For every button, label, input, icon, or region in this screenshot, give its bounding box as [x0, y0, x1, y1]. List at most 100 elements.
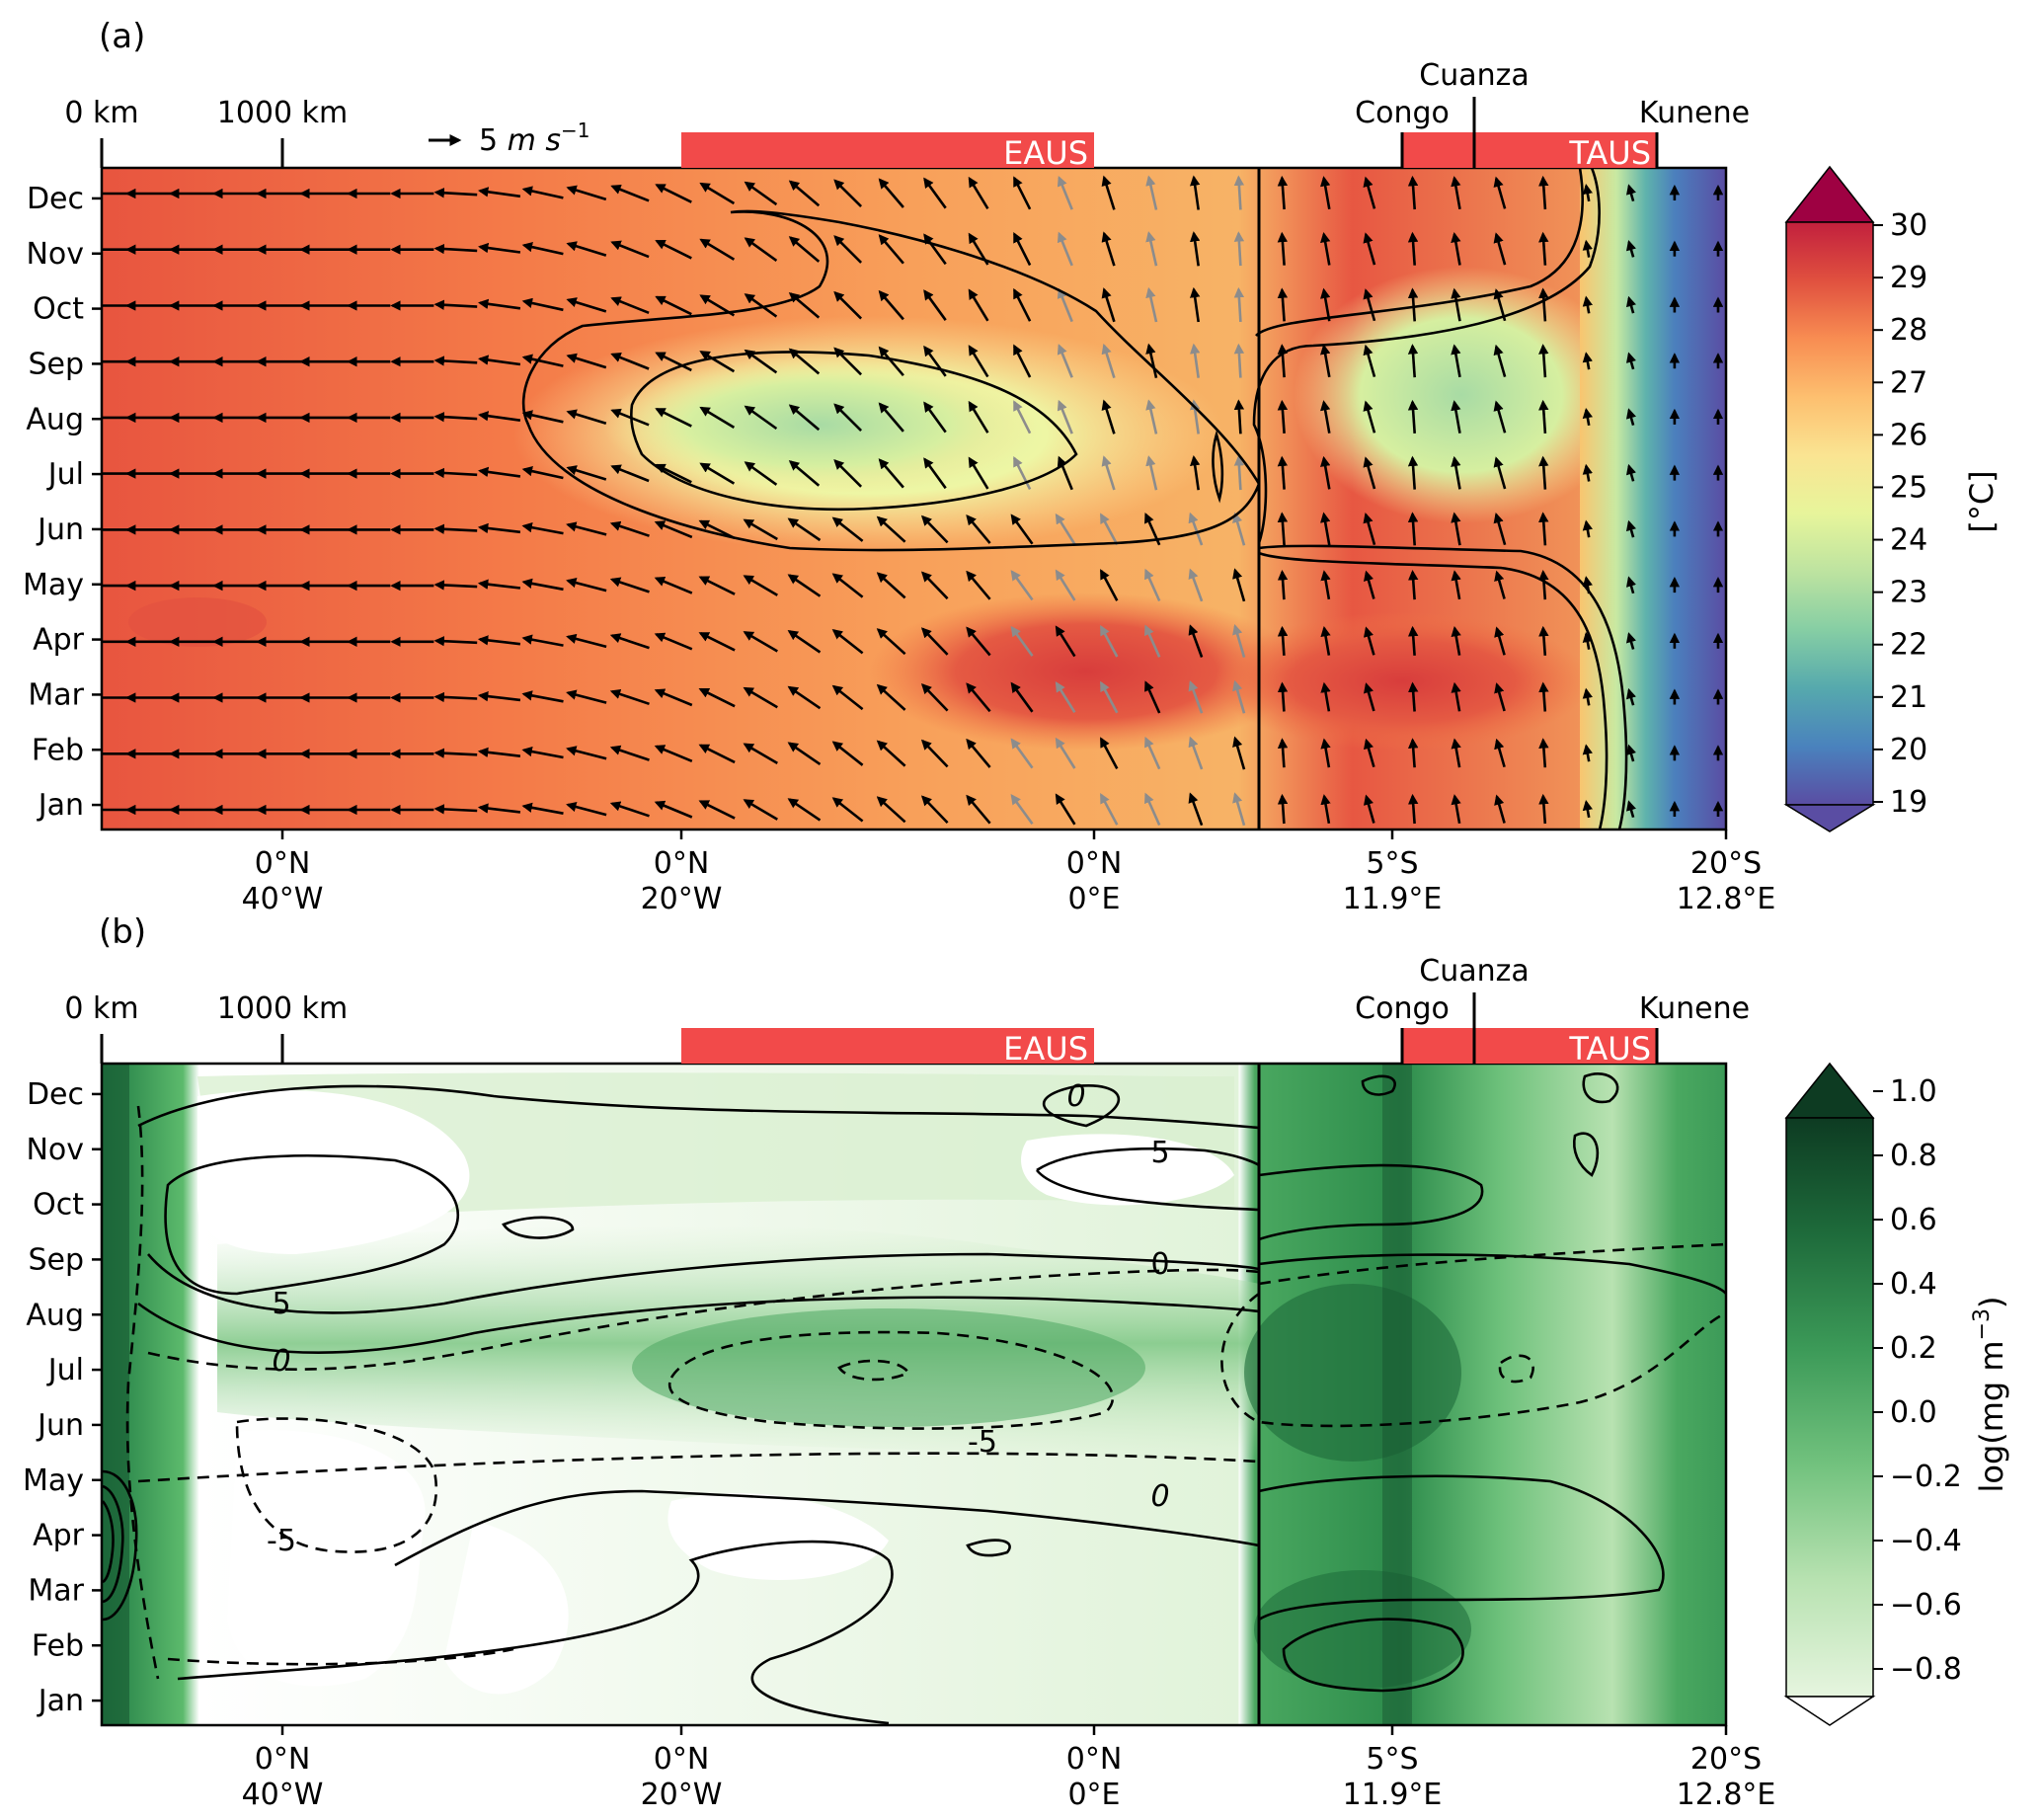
wind-vector [1582, 463, 1593, 482]
colorbar-tick-label: 22 [1890, 628, 1927, 663]
wind-vector [1582, 184, 1593, 202]
wind-vector [1494, 794, 1506, 824]
chl-contour-line [1258, 1163, 1484, 1241]
month-tick-label: Jul [46, 457, 84, 492]
wind-vector [1188, 679, 1204, 714]
wind-vector [1232, 736, 1246, 770]
colorbar-tick-label: 28 [1890, 313, 1927, 348]
river-label-kunene: Kunene [1639, 991, 1750, 1026]
wind-vector [566, 633, 607, 649]
wind-vector [1010, 794, 1034, 826]
wind-vector [1233, 343, 1245, 378]
wind-vector [1190, 286, 1201, 323]
wind-vector [566, 241, 607, 257]
wind-vector [1145, 175, 1158, 210]
wind-vector [1277, 512, 1289, 546]
colorbar-label-close: ) [1973, 1296, 2010, 1307]
wind-vector [566, 185, 607, 201]
sst-heatmap [102, 168, 1726, 830]
wind-vector [1101, 231, 1116, 267]
wind-vector [1625, 463, 1636, 482]
wind-vector [1582, 800, 1593, 819]
wind-vector [655, 352, 692, 372]
wind-vector [1057, 455, 1073, 491]
chl-contour-line [102, 1469, 138, 1622]
wind-vector [1625, 184, 1636, 202]
wind-vector [923, 177, 947, 209]
panel-label: (a) [99, 17, 145, 56]
contour-label: 0 [1150, 1479, 1169, 1514]
wind-vector [1010, 570, 1034, 601]
wind-vector [1277, 287, 1289, 322]
wind-vector [1320, 176, 1331, 210]
contour-label: 5 [1150, 1136, 1169, 1170]
wind-vector [1099, 680, 1119, 714]
x-tick-lon: 12.8°E [1677, 882, 1776, 916]
wind-vector [744, 181, 778, 206]
wind-vector [1145, 286, 1158, 323]
wind-vector [1190, 175, 1201, 210]
wind-vector [1407, 344, 1419, 378]
month-tick-label: May [23, 1464, 84, 1498]
colorbar-tick-label: −0.6 [1890, 1588, 1962, 1622]
wind-vector [1582, 239, 1593, 258]
vector-key-value: 5 [479, 123, 498, 158]
chl-contour-line [137, 1452, 1260, 1483]
wind-vector [1451, 681, 1461, 712]
month-tick-label: Nov [26, 1133, 84, 1167]
wind-vector [1232, 512, 1246, 546]
wind-vectors [102, 175, 1724, 827]
x-tick-lat: 0°N [255, 1742, 311, 1777]
wind-vector [1538, 793, 1549, 825]
wind-vector [787, 574, 822, 597]
chl-contour-line [1258, 1242, 1726, 1286]
colorbar-sst: 30 29 28 27 26 25 24 23 22 21 20 19 [°C] [1783, 165, 2001, 832]
chl-contour-line [137, 1084, 1260, 1130]
wind-vector [876, 628, 906, 656]
wind-vector [1582, 407, 1593, 427]
wind-vector [1494, 738, 1506, 768]
wind-vector [1625, 519, 1636, 538]
wind-vector [478, 298, 521, 310]
wind-vector [1407, 512, 1419, 546]
wind-vector [1451, 176, 1461, 210]
wind-vector [433, 636, 478, 647]
wind-vector [878, 178, 904, 208]
wind-vector [1320, 625, 1331, 656]
wind-vector [433, 523, 478, 534]
wind-vector [1363, 626, 1375, 656]
colorbar-tick-label: 0.8 [1890, 1139, 1937, 1173]
wind-vector [609, 633, 650, 650]
chl-contour-line [1582, 1072, 1619, 1104]
colorbar-tick-label: 20 [1890, 733, 1927, 767]
wind-vector [744, 461, 778, 486]
wind-vector [478, 355, 521, 366]
wind-vector [1363, 456, 1376, 490]
colorbar-tick-label: 26 [1890, 418, 1927, 452]
wind-vector [1625, 632, 1636, 650]
wind-vector [1055, 625, 1076, 658]
wind-vector [878, 458, 904, 489]
wind-vector [1407, 455, 1419, 490]
wind-vector [433, 691, 478, 703]
wind-vector [968, 176, 989, 209]
region-bands: EAUS TAUS Congo Cuanza Kunene [681, 58, 1750, 172]
wind-vector [1055, 569, 1076, 601]
wind-vector [1538, 344, 1549, 378]
wind-vector [1099, 737, 1119, 770]
wind-vector [1320, 231, 1331, 266]
wind-vector [610, 353, 650, 370]
wind-vector [1145, 455, 1158, 491]
wind-vector [968, 345, 989, 378]
colorbar-body [1785, 221, 1874, 806]
wind-vector [1451, 512, 1461, 546]
wind-vector [433, 411, 478, 423]
wind-vector [1408, 570, 1419, 600]
wind-vector [787, 630, 822, 654]
wind-vector [521, 690, 564, 703]
chl-contour-line [102, 1500, 115, 1584]
wind-vector [1233, 399, 1245, 435]
wind-vector [968, 400, 989, 434]
wind-vector [1277, 570, 1289, 600]
wind-vector [787, 517, 822, 542]
